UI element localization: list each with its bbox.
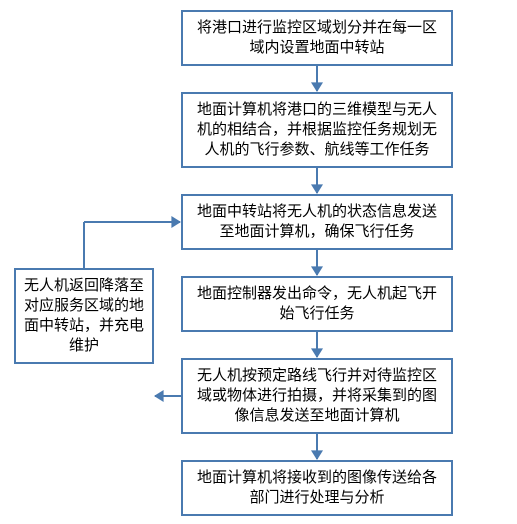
flow-node-text-n5: 无人机按预定路线飞行并对待监控区域或物体进行拍摄，并将采集到的图像信息发送至地面…: [191, 366, 443, 427]
flow-node-text-n3: 地面中转站将无人机的状态信息发送至地面计算机，确保飞行任务: [191, 202, 443, 243]
flow-node-n2: 地面计算机将港口的三维模型与无人机的相结合，并根据监控任务规划无人机的飞行参数、…: [181, 92, 453, 168]
flow-node-text-n4: 地面控制器发出命令，无人机起飞开始飞行任务: [191, 284, 443, 325]
flow-node-n5: 无人机按预定路线飞行并对待监控区域或物体进行拍摄，并将采集到的图像信息发送至地面…: [181, 358, 453, 434]
flow-node-side: 无人机返回降落至对应服务区域的地面中转站，并充电维护: [14, 268, 154, 364]
flow-node-text-side: 无人机返回降落至对应服务区域的地面中转站，并充电维护: [24, 276, 144, 357]
flow-node-n3: 地面中转站将无人机的状态信息发送至地面计算机，确保飞行任务: [181, 194, 453, 250]
flow-node-text-n2: 地面计算机将港口的三维模型与无人机的相结合，并根据监控任务规划无人机的飞行参数、…: [191, 100, 443, 161]
flow-node-text-n1: 将港口进行监控区域划分并在每一区域内设置地面中转站: [191, 18, 443, 59]
flow-node-n4: 地面控制器发出命令，无人机起飞开始飞行任务: [181, 276, 453, 332]
flow-node-n1: 将港口进行监控区域划分并在每一区域内设置地面中转站: [181, 10, 453, 66]
flow-node-text-n6: 地面计算机将接收到的图像传送给各部门进行处理与分析: [191, 468, 443, 509]
flow-node-n6: 地面计算机将接收到的图像传送给各部门进行处理与分析: [181, 460, 453, 516]
